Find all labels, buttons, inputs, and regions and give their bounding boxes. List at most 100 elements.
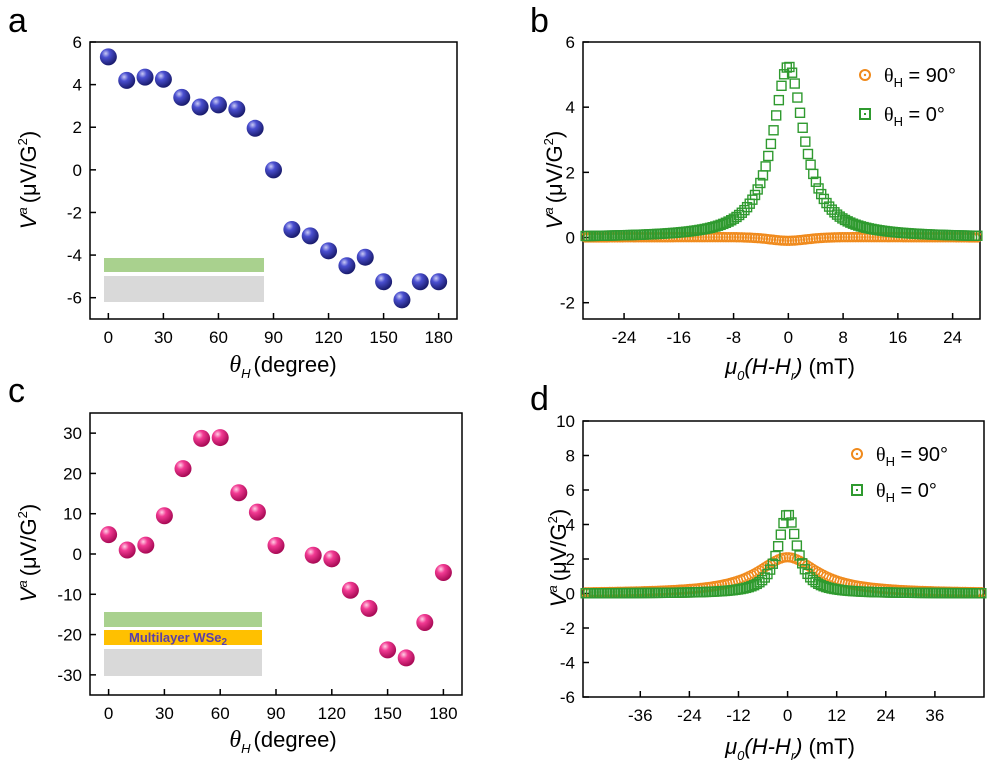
data-point-theta0 <box>797 122 808 133</box>
y-tick-label: -2 <box>560 294 575 313</box>
y-axis-label-a: Va(μV/G2) <box>15 131 41 229</box>
data-point-theta90 <box>718 231 729 243</box>
data-point-theta0 <box>763 150 774 162</box>
data-point-theta90 <box>855 231 867 243</box>
x-tick-label: 90 <box>267 704 286 723</box>
y-tick-label: 2 <box>566 163 575 182</box>
y-tick-label: 8 <box>566 447 575 466</box>
y-tick-label: 0 <box>73 545 82 564</box>
data-point <box>99 48 117 66</box>
x-tick-label: 60 <box>211 704 230 723</box>
y-tick-label: 4 <box>73 76 82 95</box>
data-point <box>173 88 191 106</box>
data-point <box>191 98 209 116</box>
y-tick-label: -20 <box>57 626 82 645</box>
y-tick-label: 4 <box>566 98 575 117</box>
y-tick-label: -10 <box>57 585 82 604</box>
y-tick-label: -2 <box>560 619 575 638</box>
data-point-theta90 <box>691 231 703 243</box>
x-tick-label: 0 <box>104 328 113 347</box>
data-point-theta90 <box>751 566 762 578</box>
data-point-theta90 <box>845 231 856 243</box>
data-point <box>136 68 154 86</box>
y-tick-label: 10 <box>556 412 575 431</box>
data-point-theta90 <box>847 231 859 243</box>
data-point-theta0 <box>707 222 718 233</box>
data-point-theta0 <box>808 168 819 180</box>
data-point-theta0 <box>847 218 859 229</box>
data-point <box>356 248 374 266</box>
data-point <box>209 96 227 114</box>
data-point-theta0 <box>813 578 824 589</box>
data-point-theta90 <box>688 231 700 243</box>
data-point-theta0 <box>784 61 795 73</box>
data-point-theta0 <box>853 220 864 231</box>
data-point-theta0 <box>739 204 750 216</box>
x-tick-label: 120 <box>314 328 342 347</box>
data-point-theta0 <box>788 528 800 540</box>
inset-c-gray-layer <box>104 649 262 676</box>
y-axis-label-b: Va(μV/G2) <box>541 131 567 229</box>
data-point-theta0 <box>773 94 785 106</box>
data-point-theta0 <box>831 209 843 220</box>
x-tick-label: 30 <box>155 704 174 723</box>
y-tick-label: -2 <box>67 203 82 222</box>
data-point-theta90 <box>759 562 770 573</box>
data-point <box>267 537 285 555</box>
data-point <box>341 581 359 599</box>
legend-d-marker-0 <box>851 484 863 496</box>
data-point-theta0 <box>764 564 776 575</box>
data-point-theta0 <box>756 574 768 586</box>
data-point-theta0 <box>770 550 781 562</box>
data-point <box>375 273 393 291</box>
data-point <box>228 100 246 118</box>
data-point <box>430 273 448 291</box>
legend-d-label-90: θH = 90° <box>876 444 948 469</box>
panel-label-c: c <box>8 372 25 410</box>
data-point-theta0 <box>778 517 789 529</box>
data-point-theta90 <box>780 552 792 563</box>
data-point <box>211 429 229 447</box>
inset-a-green-layer <box>104 258 264 272</box>
y-axis-label-d: Va(μV/G2) <box>545 509 571 607</box>
x-tick-label: 24 <box>943 328 962 347</box>
data-point-theta0 <box>813 183 824 194</box>
data-point <box>283 221 301 239</box>
data-point <box>411 273 429 291</box>
data-point-theta0 <box>855 221 867 232</box>
data-point-theta0 <box>726 215 737 226</box>
data-point-theta0 <box>741 201 753 213</box>
y-axis-label-c: Va(μV/G2) <box>15 504 41 602</box>
y-tick-label: 30 <box>63 424 82 443</box>
data-point-theta90 <box>720 231 732 243</box>
legend-b-marker-90 <box>859 69 871 81</box>
data-point <box>265 161 282 179</box>
data-point-theta0 <box>815 579 827 591</box>
inset-a-gray-layer <box>104 276 264 302</box>
data-point-theta0 <box>976 588 987 599</box>
data-point-theta90 <box>781 235 792 246</box>
x-tick-label: 120 <box>318 704 346 723</box>
y-tick-label: -4 <box>560 654 575 673</box>
axes-frame-b <box>582 41 981 320</box>
legend-b-marker-0 <box>859 108 871 120</box>
marks-c <box>100 429 452 667</box>
data-point-theta90 <box>839 231 851 243</box>
y-tick-label: 20 <box>63 464 82 483</box>
data-point-theta0 <box>710 221 721 232</box>
data-point-theta0 <box>810 176 822 187</box>
data-point <box>397 649 415 667</box>
x-tick-label: 12 <box>827 706 846 725</box>
data-point-theta0 <box>845 217 856 228</box>
x-tick-label: -12 <box>726 706 751 725</box>
data-point-theta0 <box>821 197 832 209</box>
data-point-theta0 <box>776 80 787 91</box>
data-point <box>379 641 397 659</box>
data-point-theta0 <box>850 219 861 230</box>
y-tick-label: 10 <box>63 505 82 524</box>
y-tick-label: -30 <box>57 666 82 685</box>
data-point-theta0 <box>736 207 747 218</box>
legend-b: θH = 90° θH = 0° <box>859 65 956 129</box>
